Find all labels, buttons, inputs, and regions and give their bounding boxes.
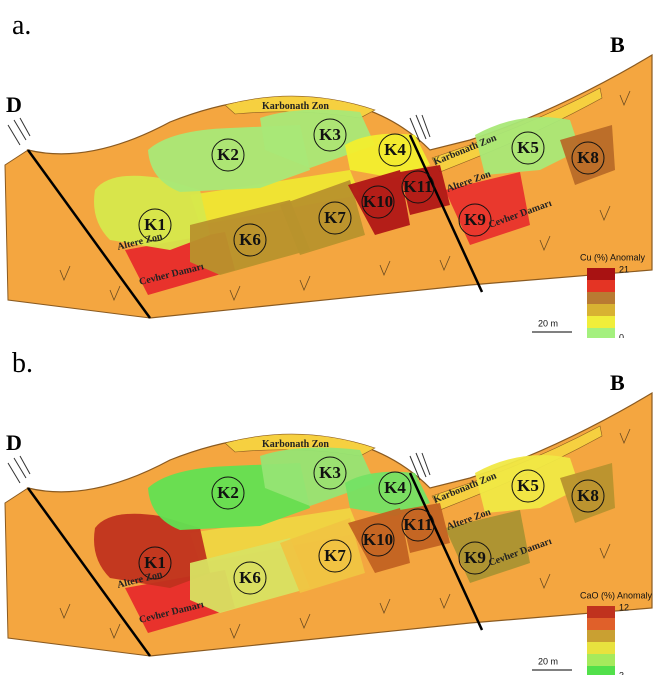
zone-label: K5 bbox=[517, 476, 539, 495]
right-marker: B bbox=[610, 370, 625, 395]
zone-label: K2 bbox=[217, 145, 239, 164]
legend-swatch bbox=[587, 630, 615, 643]
zone-label: K11 bbox=[403, 177, 432, 196]
zone-label: K3 bbox=[319, 125, 341, 144]
cross-section-panel: K1 K2 K3 K4 K5 K6 K7 K8 K9 K10 K11 b. D B Karbonath Zo… bbox=[0, 338, 662, 675]
legend-swatch bbox=[587, 328, 615, 338]
panel-label: a. bbox=[12, 10, 31, 41]
panel-label: b. bbox=[12, 348, 33, 379]
legend-title: CaO (%) Anomaly bbox=[580, 590, 653, 600]
legend-max: 21 bbox=[619, 264, 629, 274]
zone-label: K2 bbox=[217, 483, 239, 502]
legend-swatch bbox=[587, 654, 615, 667]
legend-swatch bbox=[587, 304, 615, 317]
zone-label: K3 bbox=[319, 463, 341, 482]
zone-label: K8 bbox=[577, 148, 599, 167]
legend-swatch bbox=[587, 292, 615, 305]
legend-swatch bbox=[587, 642, 615, 655]
zone-label: K1 bbox=[144, 215, 166, 234]
legend-swatch bbox=[587, 618, 615, 631]
scale-label: 20 m bbox=[538, 318, 558, 328]
legend-min: 0 bbox=[619, 332, 624, 338]
scale-label: 20 m bbox=[538, 656, 558, 666]
legend-swatch bbox=[587, 606, 615, 619]
page: {"panels": [ {"label": "a.", "left_marke… bbox=[0, 0, 662, 675]
right-marker: B bbox=[610, 32, 625, 57]
zone-label: K8 bbox=[577, 486, 599, 505]
zone-label: K6 bbox=[239, 568, 261, 587]
left-marker: D bbox=[6, 92, 22, 117]
zone-label: K7 bbox=[324, 546, 346, 565]
figure: K1K2K3K4K5K6K7K8K9K10K11a.DBKarbonath Zo… bbox=[0, 0, 662, 675]
zone-label: K10 bbox=[363, 530, 393, 549]
zone-label: K9 bbox=[464, 210, 486, 229]
zone-label: K6 bbox=[239, 230, 261, 249]
legend-max: 12 bbox=[619, 602, 629, 612]
legend-swatch bbox=[587, 280, 615, 293]
unit-label: Karbonath Zon bbox=[262, 439, 329, 450]
zone-label: K5 bbox=[517, 138, 539, 157]
zone-label: K11 bbox=[403, 515, 432, 534]
zone-label: K10 bbox=[363, 192, 393, 211]
legend-swatch bbox=[587, 316, 615, 329]
zone-label: K4 bbox=[384, 478, 406, 497]
legend-min: 3 bbox=[619, 670, 624, 675]
legend-swatch bbox=[587, 666, 615, 675]
legend-title: Cu (%) Anomaly bbox=[580, 252, 646, 262]
legend-swatch bbox=[587, 268, 615, 281]
zone-label: K1 bbox=[144, 553, 166, 572]
left-marker: D bbox=[6, 430, 22, 455]
zone-label: K7 bbox=[324, 208, 346, 227]
cross-section-panel: K1 K2 K3 K4 K5 K6 K7 K8 K9 K10 K11 a. D B Karbonath Zo… bbox=[0, 0, 662, 338]
zone-label: K9 bbox=[464, 548, 486, 567]
zone-label: K4 bbox=[384, 140, 406, 159]
unit-label: Karbonath Zon bbox=[262, 101, 329, 112]
